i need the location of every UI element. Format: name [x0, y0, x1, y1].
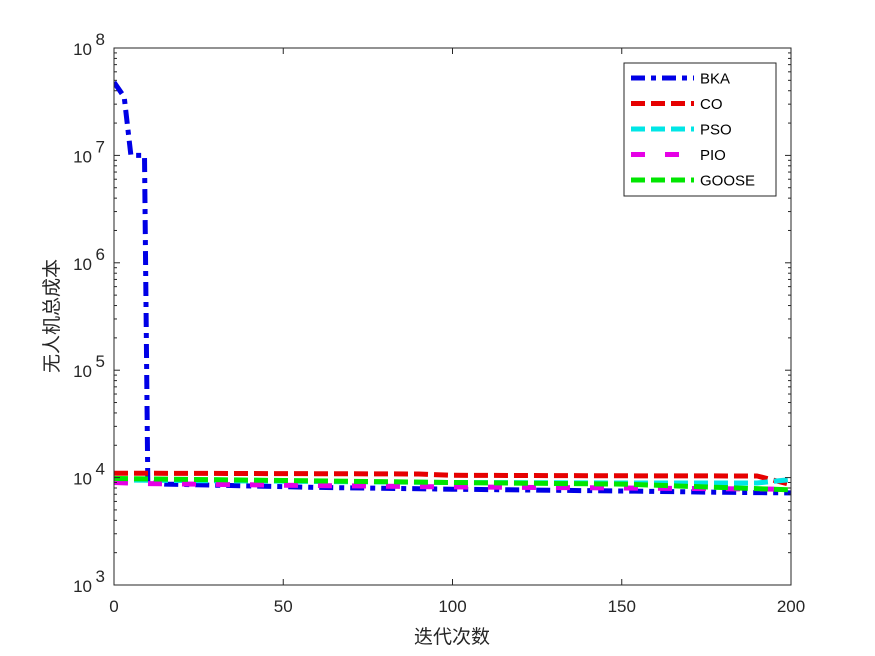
y-tick-label: 10: [73, 362, 92, 381]
x-tick-label: 100: [438, 597, 466, 616]
y-tick-exponent: 5: [96, 352, 105, 371]
series-line-bka: [114, 80, 791, 496]
x-tick-label: 0: [109, 597, 118, 616]
y-tick-exponent: 8: [96, 30, 105, 49]
series-line-co: [114, 470, 791, 488]
y-tick-label: 10: [73, 40, 92, 59]
legend-label-pso: PSO: [700, 122, 732, 139]
x-axis-label: 迭代次数: [414, 626, 490, 648]
x-tick-label: 150: [608, 597, 636, 616]
y-tick-exponent: 4: [96, 460, 105, 479]
legend-box: [623, 62, 777, 197]
legend-label-bka: BKA: [700, 71, 730, 88]
x-tick-label: 200: [777, 597, 805, 616]
y-tick-exponent: 7: [96, 137, 105, 156]
y-tick-exponent: 6: [96, 245, 105, 264]
legend-label-co: CO: [700, 96, 723, 113]
legend-label-goose: GOOSE: [700, 173, 755, 190]
y-axis-label: 无人机总成本: [41, 259, 63, 373]
series-line-goose: [114, 476, 791, 493]
y-tick-label: 10: [73, 577, 92, 596]
legend: BKA CO PSO PIO GOOSE: [623, 62, 777, 197]
legend-label-pio: PIO: [700, 147, 726, 164]
y-tick-label: 10: [73, 255, 92, 274]
y-tick-label: 10: [73, 147, 92, 166]
y-tick-exponent: 3: [96, 567, 105, 586]
x-tick-label: 50: [274, 597, 293, 616]
y-tick-label: 10: [73, 470, 92, 489]
series-layer: [114, 80, 791, 496]
